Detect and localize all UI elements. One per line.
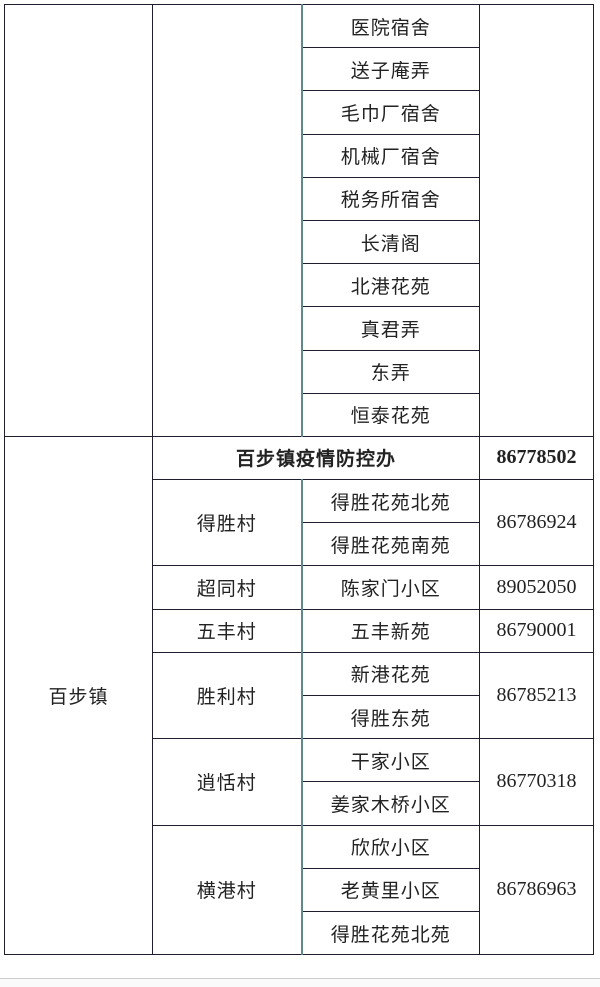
village-name: 逍恬村 <box>152 738 302 826</box>
table-row: 逍恬村 干家小区 86770318 <box>5 738 594 826</box>
office-name: 百步镇疫情防控办 <box>152 435 480 481</box>
community-cell: 得胜东苑 <box>300 694 480 740</box>
community-cell: 得胜花苑南苑 <box>300 522 480 567</box>
table-row: 百步镇 百步镇疫情防控办 86778502 <box>4 435 594 956</box>
community-cell: 五丰新苑 <box>300 608 480 653</box>
page-gutter <box>0 978 600 987</box>
community-cell: 陈家门小区 <box>300 565 480 610</box>
village-name: 横港村 <box>152 824 302 956</box>
table-row: 超同村 陈家门小区 89052050 <box>5 565 594 610</box>
office-phone: 86778502 <box>479 435 594 481</box>
community-cell: 送子庵弄 <box>300 47 480 92</box>
table-row: 老黄里小区 <box>5 867 594 912</box>
village-name: 五丰村 <box>152 608 302 653</box>
table-row: 送子庵弄 <box>5 47 594 92</box>
table-row: 长清阁 <box>5 219 594 265</box>
table-row: 真君弄 <box>5 306 594 351</box>
town-name: 百步镇 <box>4 435 153 956</box>
table-row: 姜家木桥小区 <box>5 781 594 826</box>
community-cell: 老黄里小区 <box>300 867 480 912</box>
table-row: 横港村 欣欣小区 86786963 <box>5 824 594 956</box>
table-row: 五丰村 五丰新苑 86790001 <box>5 608 594 653</box>
phone-cell <box>479 4 594 437</box>
village-phone: 86786963 <box>479 824 594 956</box>
table-row: 税务所宿舍 <box>5 176 594 221</box>
town-cell <box>4 4 153 437</box>
community-cell: 毛巾厂宿舍 <box>300 90 480 135</box>
community-cell: 长清阁 <box>300 219 480 265</box>
community-cell: 得胜花苑北苑 <box>300 479 480 524</box>
community-cell: 欣欣小区 <box>300 824 480 869</box>
community-cell: 机械厂宿舍 <box>300 133 480 178</box>
table-row: 胜利村 新港花苑 86785213 <box>5 651 594 740</box>
table-row: 得胜村 得胜花苑北苑 86786924 <box>5 479 594 567</box>
community-cell: 恒泰花苑 <box>300 392 480 437</box>
community-cell: 税务所宿舍 <box>300 176 480 221</box>
community-cell: 北港花苑 <box>300 263 480 308</box>
village-phone: 86785213 <box>479 651 594 740</box>
table-row: 恒泰花苑 <box>5 392 594 437</box>
village-name: 超同村 <box>152 565 302 610</box>
village-phone: 86770318 <box>479 738 594 826</box>
community-cell: 医院宿舍 <box>300 3 480 49</box>
table-row: 医院宿舍 <box>4 3 594 437</box>
village-phone: 89052050 <box>479 565 594 610</box>
table-row: 北港花苑 <box>5 263 594 308</box>
table-row: 毛巾厂宿舍 <box>5 90 594 135</box>
contact-table: 医院宿舍 送子庵弄 毛巾厂宿舍 机械厂宿舍 税务所宿舍 长清阁 北港花苑 真君弄 东弄 恒泰花苑百… <box>4 3 594 956</box>
table-row: 得胜花苑南苑 <box>5 522 594 567</box>
table-row: 得胜东苑 <box>5 694 594 740</box>
village-cell <box>152 4 302 437</box>
community-cell: 新港花苑 <box>300 651 480 697</box>
community-cell: 真君弄 <box>300 306 480 351</box>
village-name: 得胜村 <box>152 479 302 567</box>
community-cell: 得胜花苑北苑 <box>300 910 480 956</box>
village-phone: 86790001 <box>479 608 594 653</box>
village-name: 胜利村 <box>152 651 302 740</box>
community-cell: 干家小区 <box>300 738 480 783</box>
village-phone: 86786924 <box>479 479 594 567</box>
community-cell: 东弄 <box>300 349 480 394</box>
table-row: 得胜花苑北苑 <box>5 910 594 956</box>
community-cell: 姜家木桥小区 <box>300 781 480 826</box>
table-row: 东弄 <box>5 349 594 394</box>
